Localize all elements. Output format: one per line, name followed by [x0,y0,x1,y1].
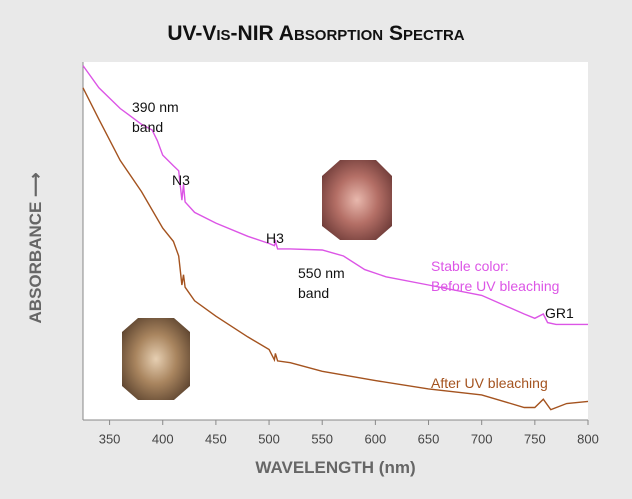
annotation: N3 [172,170,190,190]
brown-diamond [122,318,190,400]
x-tick-label: 750 [524,431,546,446]
x-tick-label: 500 [258,431,280,446]
annotation: GR1 [545,303,574,323]
chart-svg: 350 400 450 500 550 600 650 700 750 800 [0,0,632,499]
x-tick-label: 450 [205,431,227,446]
x-tick-label: 550 [311,431,333,446]
x-tick-label: 650 [418,431,440,446]
y-axis-label: ABSORBANCE ⟶ [26,173,46,324]
x-tick-label: 800 [577,431,599,446]
annotation: 390 nm band [132,97,179,137]
x-tick-label: 350 [99,431,121,446]
chart: 350 400 450 500 550 600 650 700 750 800 UV-Vis-NI… [0,0,632,499]
x-tick-label: 700 [471,431,493,446]
series-label: Stable color: Before UV bleaching [431,256,559,296]
chart-title: UV-Vis-NIR Absorption Spectra [0,22,632,46]
x-tick-label: 400 [152,431,174,446]
annotation: H3 [266,228,284,248]
annotation: 550 nm band [298,263,345,303]
pink-diamond [322,160,392,240]
x-axis-label: WAVELENGTH (nm) [83,458,588,478]
series-label: After UV bleaching [431,373,548,393]
x-tick-label: 600 [365,431,387,446]
